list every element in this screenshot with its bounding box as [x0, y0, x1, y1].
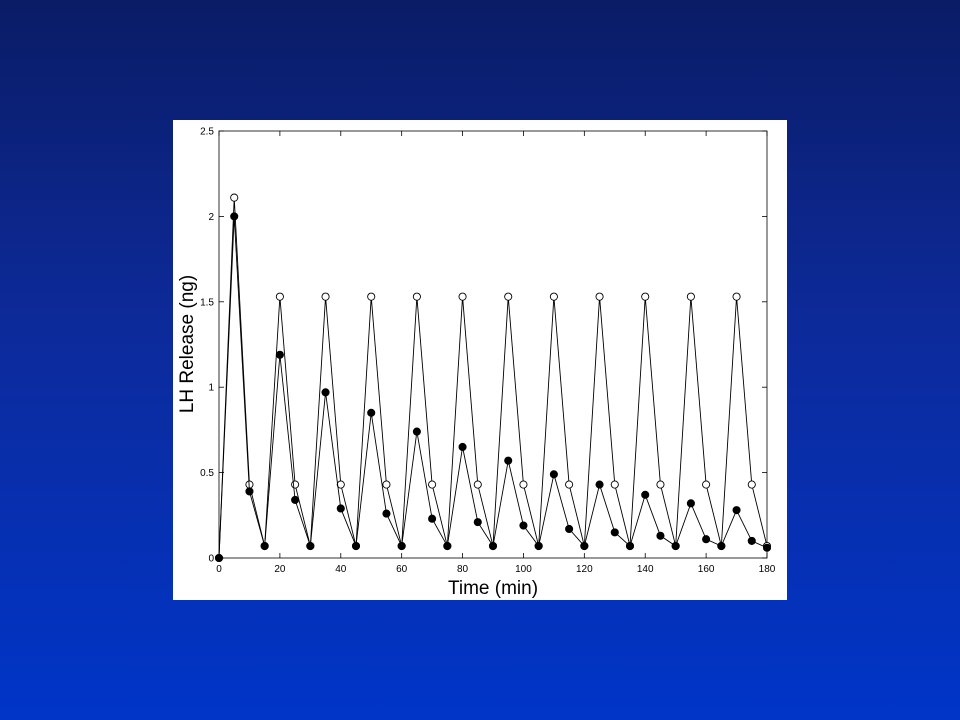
- x-tick-label: 40: [335, 564, 347, 575]
- data-point: [291, 495, 300, 504]
- x-tick-label: 0: [216, 564, 222, 575]
- data-point: [625, 541, 635, 551]
- data-point: [443, 541, 452, 551]
- data-point: [534, 541, 543, 551]
- data-point: [367, 292, 376, 301]
- data-point: [412, 292, 421, 301]
- data-point: [351, 541, 361, 551]
- series-line: [218, 216, 768, 559]
- x-tick-label: 120: [576, 564, 593, 575]
- data-point: [549, 470, 558, 479]
- data-point: [367, 408, 376, 417]
- data-point: [519, 521, 528, 530]
- data-point: [549, 292, 558, 301]
- data-point: [610, 528, 619, 537]
- data-point: [321, 388, 330, 397]
- data-point: [641, 490, 650, 499]
- data-point: [732, 292, 741, 301]
- y-tick-label: 1.5: [200, 297, 214, 308]
- data-point: [656, 480, 665, 489]
- x-tick-label: 60: [396, 564, 408, 575]
- data-point: [428, 514, 437, 523]
- x-tick-label: 180: [759, 564, 776, 575]
- data-point: [565, 524, 574, 534]
- series-line: [218, 197, 768, 559]
- data-point: [214, 553, 224, 563]
- data-point: [321, 292, 330, 301]
- data-point: [519, 480, 528, 489]
- y-tick-label: 0: [208, 554, 214, 565]
- chart: Time (min) LH Release (ng) 0 0.5 1 1.5 2 2.5 0…: [177, 127, 776, 600]
- y-tick-label: 1: [208, 383, 214, 394]
- data-point: [504, 292, 513, 301]
- data-point: [565, 480, 574, 489]
- data-point: [428, 480, 437, 489]
- data-point: [306, 541, 315, 551]
- data-point: [458, 292, 467, 301]
- data-point: [291, 480, 300, 489]
- data-point: [275, 350, 284, 359]
- data-point: [382, 480, 391, 489]
- data-point: [686, 292, 695, 301]
- x-tick-label: 140: [637, 564, 654, 575]
- data-point: [504, 456, 513, 465]
- data-point: [488, 541, 498, 551]
- y-tick-label: 2: [208, 212, 214, 223]
- data-point: [382, 509, 391, 518]
- chart-panel: Time (min) LH Release (ng) 0 0.5 1 1.5 2 2.5 0…: [173, 120, 787, 600]
- data-point: [610, 480, 619, 489]
- y-tick-label: 2.5: [200, 127, 214, 138]
- data-point: [458, 442, 467, 452]
- x-tick-label: 20: [274, 564, 286, 575]
- x-tick-label: 100: [515, 564, 532, 575]
- data-point: [702, 535, 711, 544]
- data-point: [595, 292, 604, 301]
- x-tick-label: 80: [457, 564, 469, 575]
- data-point: [595, 480, 604, 489]
- y-axis-label: LH Release (ng): [177, 275, 198, 413]
- data-point: [336, 504, 345, 513]
- data-point: [702, 480, 711, 489]
- data-point: [747, 536, 756, 545]
- data-point: [641, 292, 650, 301]
- x-tick-label: 160: [698, 564, 715, 575]
- data-point: [336, 480, 345, 489]
- data-point: [397, 541, 406, 551]
- data-point: [717, 541, 726, 551]
- data-point: [412, 427, 421, 436]
- data-point: [230, 212, 239, 221]
- data-point: [580, 541, 589, 551]
- x-axis-label: Time (min): [448, 578, 538, 599]
- data-point: [747, 480, 756, 489]
- data-point: [671, 541, 680, 551]
- plot-frame: [218, 130, 768, 559]
- data-point: [762, 543, 772, 552]
- data-point: [245, 487, 254, 496]
- data-point: [656, 531, 665, 540]
- data-point: [686, 499, 695, 508]
- data-point: [473, 480, 482, 489]
- data-point: [473, 518, 482, 527]
- data-point: [260, 541, 269, 551]
- y-tick-label: 0.5: [200, 468, 214, 479]
- data-point: [275, 292, 284, 301]
- data-point: [732, 506, 741, 515]
- data-point: [230, 193, 239, 202]
